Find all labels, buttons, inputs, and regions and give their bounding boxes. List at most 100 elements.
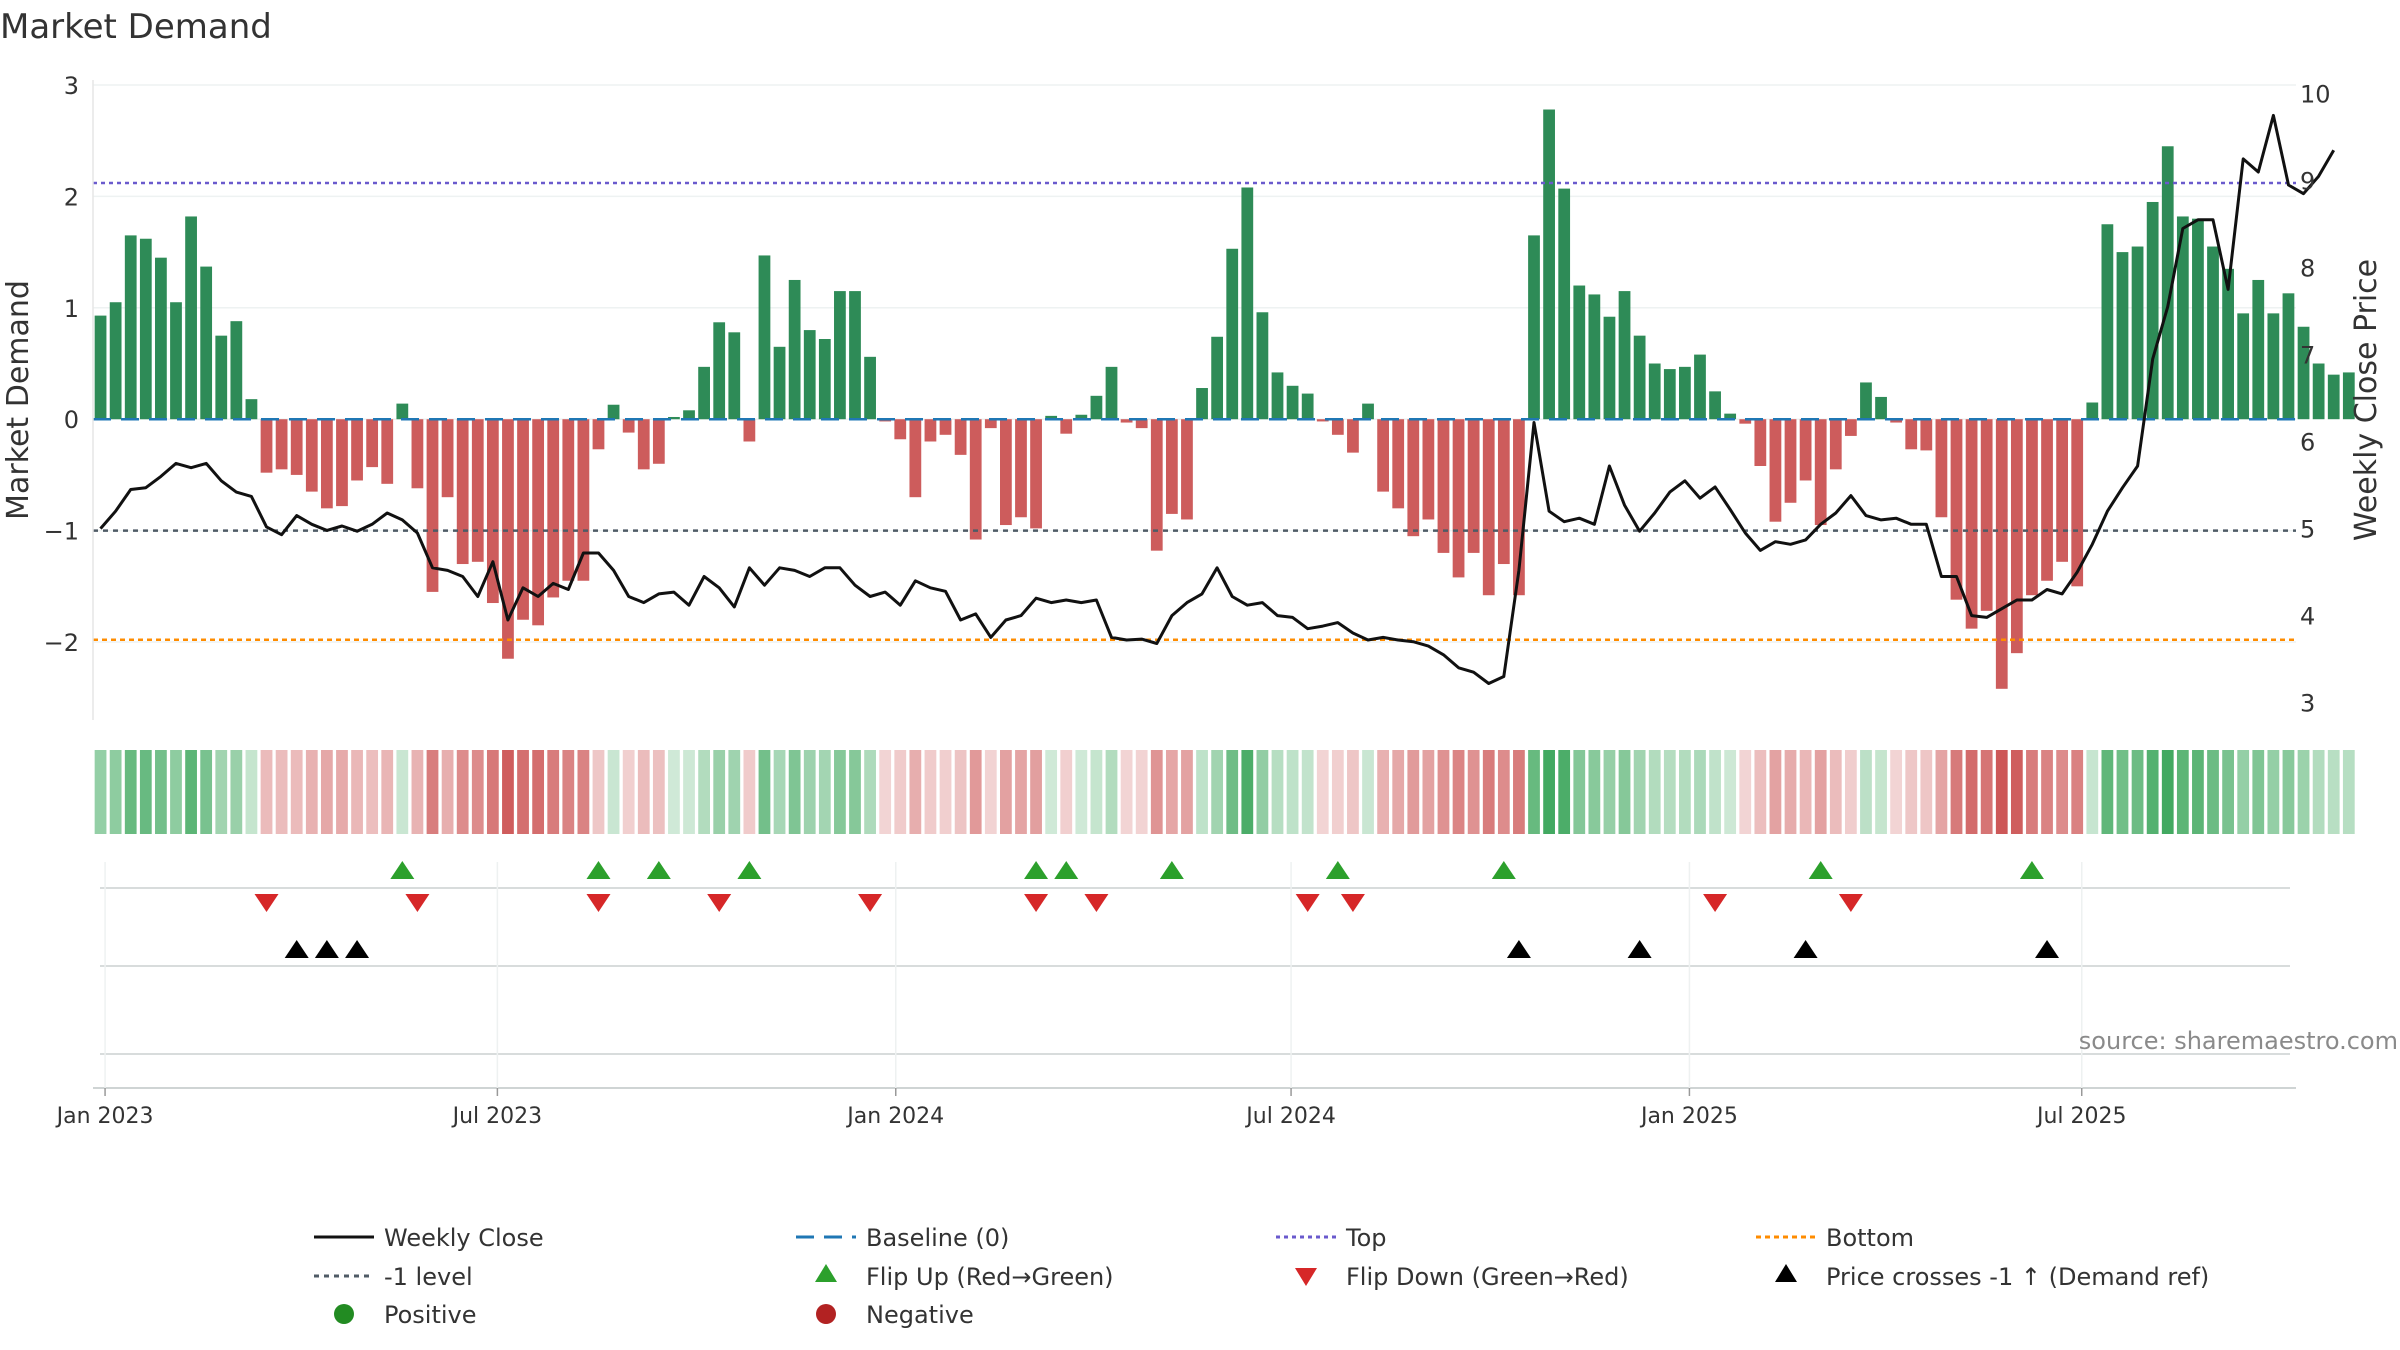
demand-strip-cell xyxy=(124,750,137,834)
demand-strip-cell xyxy=(924,750,937,834)
demand-bar xyxy=(305,419,318,492)
demand-bar xyxy=(1995,419,2008,689)
demand-bar xyxy=(1965,419,1978,629)
demand-strip-cell xyxy=(155,750,167,834)
demand-bar xyxy=(1543,109,1555,420)
demand-strip-cell xyxy=(456,750,469,834)
demand-strip-cell xyxy=(1211,750,1224,834)
reference-lines-overlay xyxy=(93,181,2296,642)
demand-bar xyxy=(471,419,484,562)
demand-bar xyxy=(2237,313,2250,420)
demand-strip-cell xyxy=(170,750,182,834)
demand-strip-cell xyxy=(939,750,952,834)
demand-bar xyxy=(1256,312,1269,420)
flip-up-marker xyxy=(2019,861,2044,879)
demand-bar xyxy=(517,419,529,620)
demand-strip-cell xyxy=(1709,750,1721,834)
demand-strip-cell xyxy=(592,750,605,834)
demand-strip-cell xyxy=(486,750,499,834)
demand-bar xyxy=(1196,388,1208,420)
demand-strip-cell xyxy=(1799,750,1812,834)
demand-strip-cell xyxy=(2041,750,2053,834)
demand-strip-cell xyxy=(1331,750,1344,834)
y-tick-left-label: 1 xyxy=(64,295,79,323)
demand-bar xyxy=(607,404,620,420)
positive-dot-icon xyxy=(334,1304,354,1324)
demand-bar xyxy=(1437,419,1450,553)
demand-strip-cell xyxy=(94,750,107,834)
demand-strip-cell xyxy=(1316,750,1329,834)
demand-strip-cell xyxy=(1769,750,1782,834)
demand-strip-cell xyxy=(2327,750,2340,834)
demand-bar xyxy=(924,419,937,442)
demand-bar xyxy=(2101,224,2114,420)
demand-bar xyxy=(698,366,710,420)
y-tick-left-label: −1 xyxy=(44,518,79,546)
legend-item-top: Top xyxy=(1276,1224,1387,1252)
demand-strip-cell xyxy=(834,750,846,834)
demand-bar xyxy=(909,419,922,498)
legend-label: Positive xyxy=(384,1301,477,1329)
demand-bar xyxy=(1739,419,1752,424)
demand-bar xyxy=(1603,316,1616,420)
demand-strip-cell xyxy=(1860,750,1872,834)
y-tick-right-label: 4 xyxy=(2300,603,2315,631)
demand-bar xyxy=(1135,419,1148,429)
legend-label: Baseline (0) xyxy=(866,1224,1009,1252)
demand-strip-cell xyxy=(2297,750,2310,834)
demand-strip-cell xyxy=(502,750,514,834)
demand-strip-cell xyxy=(200,750,213,834)
demand-strip-cell xyxy=(532,750,545,834)
demand-bar xyxy=(366,419,379,468)
demand-strip-cell xyxy=(1030,750,1042,834)
demand-strip-cell xyxy=(713,750,726,834)
demand-bar xyxy=(1211,336,1224,420)
flip-up-marker xyxy=(1491,861,1516,879)
demand-strip-cell xyxy=(969,750,982,834)
demand-strip-cell xyxy=(758,750,771,834)
demand-bar xyxy=(1347,419,1359,453)
demand-strip-cell xyxy=(743,750,756,834)
demand-strip-cell xyxy=(1528,750,1540,834)
demand-strip-cell xyxy=(1995,750,2008,834)
demand-strip-cell xyxy=(1633,750,1646,834)
demand-strip-cell xyxy=(426,750,439,834)
demand-strip-cell xyxy=(1256,750,1269,834)
demand-strip-cell xyxy=(1271,750,1284,834)
demand-bar xyxy=(2146,201,2159,420)
demand-strip-cell xyxy=(1286,750,1299,834)
demand-bar xyxy=(230,321,243,420)
demand-bar xyxy=(592,419,605,450)
demand-bar xyxy=(2041,419,2053,581)
demand-strip-cell xyxy=(1437,750,1450,834)
demand-strip-cell xyxy=(351,750,363,834)
demand-bar xyxy=(1497,419,1510,565)
demand-strip-cell xyxy=(909,750,922,834)
demand-bar xyxy=(1648,363,1661,420)
flip-up-marker xyxy=(1808,861,1833,879)
demand-bar xyxy=(1060,419,1073,434)
demand-bar xyxy=(1844,419,1857,436)
demand-strip-cell xyxy=(562,750,575,834)
demand-bar xyxy=(1679,366,1691,420)
demand-strip-cell xyxy=(1890,750,1903,834)
demand-bar xyxy=(1000,419,1012,526)
y-tick-left-label: 2 xyxy=(64,183,79,211)
demand-strip-cell xyxy=(1452,750,1465,834)
demand-bar xyxy=(1286,385,1299,420)
demand-strip-cell xyxy=(1724,750,1737,834)
demand-bar xyxy=(1407,419,1420,537)
demand-strip-cell xyxy=(109,750,122,834)
demand-strip-cell xyxy=(2222,750,2234,834)
demand-strip-cell xyxy=(622,750,635,834)
demand-strip-cell xyxy=(381,750,394,834)
demand-bar xyxy=(1633,335,1646,420)
demand-bar xyxy=(1769,419,1782,522)
demand-strip-cell xyxy=(2267,750,2280,834)
y-axis-left-label: Market Demand xyxy=(1,280,36,520)
demand-bar xyxy=(637,419,650,470)
flip-down-marker xyxy=(1024,894,1049,912)
demand-strip-cell xyxy=(652,750,665,834)
demand-bar xyxy=(803,330,816,420)
demand-strip-cell xyxy=(1573,750,1586,834)
